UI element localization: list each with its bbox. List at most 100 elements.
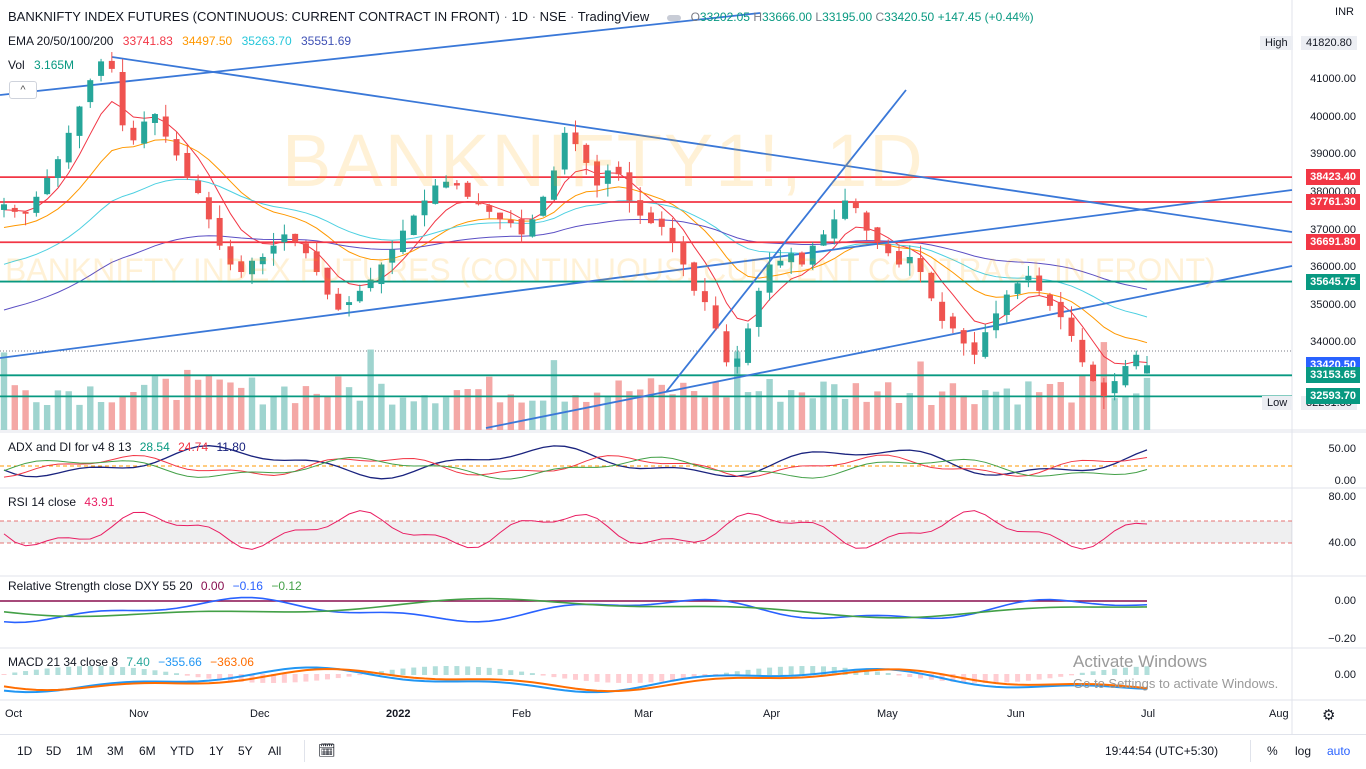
candle-body[interactable] [399, 230, 406, 252]
candle-body[interactable] [971, 342, 978, 355]
candle-body[interactable] [626, 172, 633, 201]
candle-body[interactable] [755, 290, 762, 327]
candle-body[interactable] [583, 144, 590, 163]
candle-body[interactable] [1057, 301, 1064, 318]
ema-legend[interactable]: EMA 20/50/100/200 33741.83 34497.50 3526… [8, 33, 351, 49]
candle-body[interactable] [939, 301, 946, 321]
candle-body[interactable] [540, 196, 547, 216]
candle-body[interactable] [270, 245, 277, 254]
candle-body[interactable] [453, 183, 460, 186]
candle-body[interactable] [1144, 365, 1150, 374]
time-label[interactable]: Feb [512, 708, 531, 720]
time-label[interactable]: Mar [634, 708, 653, 720]
trendline[interactable] [485, 265, 1293, 429]
candle-body[interactable] [205, 197, 212, 220]
candle-body[interactable] [259, 256, 266, 265]
candle-body[interactable] [604, 170, 611, 184]
candle-body[interactable] [960, 330, 967, 344]
candle-body[interactable] [162, 116, 169, 137]
candle-body[interactable] [367, 279, 374, 289]
clock[interactable]: 19:44:54 (UTC+5:30) [1105, 744, 1219, 758]
candle-body[interactable] [982, 332, 989, 357]
candle-body[interactable] [647, 212, 654, 224]
timeframe-5d-button[interactable]: 5D [46, 744, 62, 758]
candle-body[interactable] [518, 219, 525, 235]
timeframe-3m-button[interactable]: 3M [107, 744, 124, 758]
candle-body[interactable] [65, 132, 72, 163]
collapse-legend-button[interactable]: ^ [9, 81, 37, 99]
candle-body[interactable] [141, 121, 148, 144]
candle-body[interactable] [701, 291, 708, 303]
macd-legend[interactable]: MACD 21 34 close 8 7.40 −355.66 −363.06 [8, 654, 254, 670]
candle-body[interactable] [356, 290, 363, 302]
candle-body[interactable] [885, 244, 892, 254]
candle-body[interactable] [119, 71, 126, 126]
candle-body[interactable] [227, 246, 234, 265]
candle-body[interactable] [151, 114, 158, 123]
candle-body[interactable] [723, 331, 730, 363]
candle-body[interactable] [108, 60, 115, 69]
log-toggle[interactable]: log [1295, 744, 1312, 758]
rsi-legend[interactable]: RSI 14 close 43.91 [8, 494, 114, 510]
time-label[interactable]: May [877, 708, 898, 720]
settings-gear-icon[interactable]: ⚙ [1322, 707, 1336, 724]
candle-body[interactable] [615, 166, 622, 175]
candle-body[interactable] [917, 258, 924, 273]
candle-body[interactable] [497, 212, 504, 220]
timeframe-1d-button[interactable]: 1D [17, 744, 33, 758]
candle-body[interactable] [184, 152, 191, 178]
candle-body[interactable] [1068, 317, 1075, 336]
candle-body[interactable] [1003, 294, 1010, 315]
currency-label[interactable]: INR [1335, 6, 1354, 18]
symbol-header[interactable]: BANKNIFTY INDEX FUTURES (CONTINUOUS: CUR… [8, 9, 1034, 25]
candle-body[interactable] [313, 251, 320, 273]
candle-body[interactable] [842, 200, 849, 219]
timeframe-1y-button[interactable]: 1Y [209, 744, 224, 758]
candle-body[interactable] [691, 262, 698, 291]
candle-body[interactable] [788, 253, 795, 263]
timeframe-6m-button[interactable]: 6M [139, 744, 156, 758]
time-label[interactable]: Nov [129, 708, 149, 720]
candle-body[interactable] [874, 227, 881, 242]
candle-body[interactable] [238, 261, 245, 273]
candle-body[interactable] [432, 185, 439, 204]
candle-body[interactable] [302, 243, 309, 254]
candle-body[interactable] [928, 272, 935, 299]
candle-body[interactable] [76, 106, 83, 136]
candle-body[interactable] [54, 159, 61, 178]
candle-body[interactable] [281, 234, 288, 243]
time-label[interactable]: 2022 [386, 708, 411, 720]
candle-body[interactable] [98, 61, 105, 76]
timeframe-all-button[interactable]: All [268, 744, 282, 758]
candle-body[interactable] [669, 227, 676, 242]
candle-body[interactable] [734, 358, 741, 367]
candle-body[interactable] [1122, 366, 1129, 386]
candle-body[interactable] [594, 161, 601, 186]
time-label[interactable]: Jul [1141, 708, 1156, 720]
candle-body[interactable] [777, 260, 784, 266]
candle-body[interactable] [324, 267, 331, 295]
candle-body[interactable] [680, 241, 687, 265]
time-label[interactable]: Oct [5, 708, 23, 720]
date-range-icon[interactable]: 🗓︎ [318, 742, 336, 758]
time-label[interactable]: Apr [763, 708, 781, 720]
candle-body[interactable] [216, 217, 223, 246]
candle-body[interactable] [1036, 275, 1043, 291]
candle-body[interactable] [1079, 339, 1086, 363]
candle-body[interactable] [87, 80, 94, 103]
candle-body[interactable] [464, 182, 471, 197]
candle-body[interactable] [895, 251, 902, 265]
candle-body[interactable] [378, 264, 385, 285]
candle-body[interactable] [637, 200, 644, 216]
candle-body[interactable] [33, 196, 40, 213]
candle-body[interactable] [130, 127, 137, 141]
candle-body[interactable] [475, 201, 482, 205]
candle-body[interactable] [658, 218, 665, 227]
candle-body[interactable] [906, 256, 913, 264]
trendline[interactable] [0, 12, 761, 96]
candle-body[interactable] [863, 212, 870, 231]
candle-body[interactable] [1014, 283, 1021, 294]
candle-body[interactable] [346, 302, 353, 306]
trendline[interactable] [111, 56, 1293, 233]
